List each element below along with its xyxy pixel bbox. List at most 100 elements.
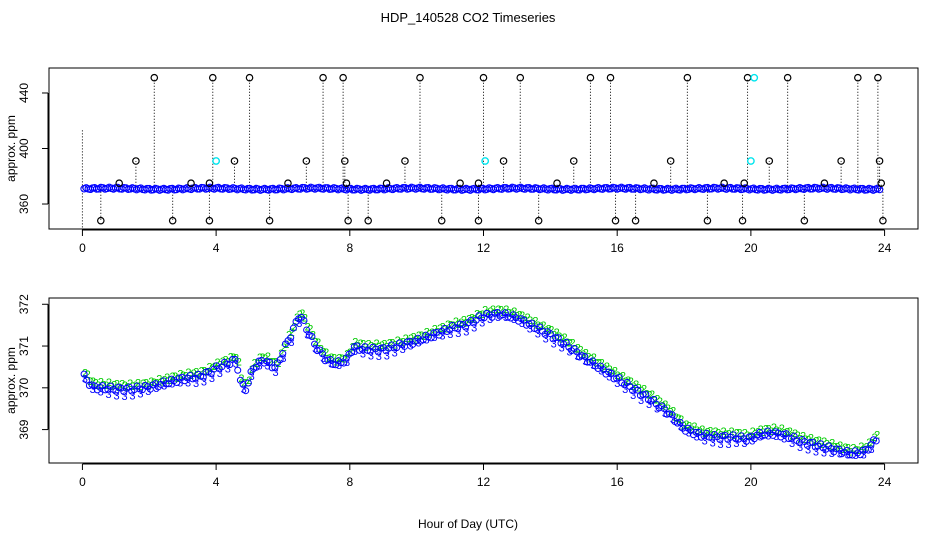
series-2-marker: 2 xyxy=(654,394,660,406)
series-2-marker: 2 xyxy=(318,343,324,355)
series-2-marker: 2 xyxy=(662,399,668,411)
low-outlier-point xyxy=(344,216,352,225)
series-2-marker: 2 xyxy=(636,382,642,394)
series-3-point xyxy=(642,390,650,398)
near-outlier-point xyxy=(720,179,728,187)
high-outlier-point xyxy=(586,73,595,82)
series-2-marker: 2 xyxy=(646,389,652,401)
series-3-point xyxy=(234,366,242,374)
near-outlier-point xyxy=(650,179,658,187)
series-2-marker: 2 xyxy=(315,337,321,349)
high-outlier-point xyxy=(874,73,882,82)
series-3-marker: 3 xyxy=(121,391,127,403)
series-2-marker: 2 xyxy=(556,331,562,343)
series-3-marker: 3 xyxy=(90,384,96,396)
series-2-marker: 2 xyxy=(657,396,663,408)
series-2-marker: 2 xyxy=(209,363,215,375)
x-tick-label: 4 xyxy=(213,475,220,489)
high-outlier-point xyxy=(245,73,254,82)
series-2-marker: 2 xyxy=(564,337,570,349)
series-2-marker: 2 xyxy=(734,428,740,440)
series-2-marker: 2 xyxy=(448,320,454,332)
series-3-marker: 3 xyxy=(264,361,270,373)
series-2-marker: 2 xyxy=(474,309,480,321)
series-3-marker: 3 xyxy=(312,343,318,355)
series-2-marker: 2 xyxy=(384,342,390,354)
x-tick-label: 4 xyxy=(213,241,220,255)
series-3-marker: 3 xyxy=(463,326,469,338)
low-outlier-point xyxy=(205,216,214,225)
series-3-marker: 3 xyxy=(590,360,596,372)
series-3-point xyxy=(615,373,623,381)
series-2-marker: 2 xyxy=(540,320,546,332)
series-3-marker: 3 xyxy=(304,329,310,341)
series-2-marker: 2 xyxy=(694,425,700,437)
series-3-point xyxy=(287,334,295,342)
series-3-point xyxy=(101,386,109,394)
series-2-marker: 2 xyxy=(628,376,634,388)
series-2-marker: 2 xyxy=(832,441,838,453)
series-2-marker: 2 xyxy=(781,427,787,439)
series-2-marker: 2 xyxy=(872,432,878,444)
series-2-marker: 2 xyxy=(458,317,464,329)
series-3-point xyxy=(456,320,464,328)
series-2-marker: 2 xyxy=(683,419,689,431)
series-3-marker: 3 xyxy=(288,337,294,349)
series-3-point xyxy=(846,451,854,459)
series-3-marker: 3 xyxy=(233,359,239,371)
series-2-marker: 2 xyxy=(509,308,515,320)
mid-outlier-point xyxy=(132,157,140,165)
series-3-marker: 3 xyxy=(773,431,779,443)
mid-outlier-point xyxy=(401,157,409,165)
series-2-marker: 2 xyxy=(776,426,782,438)
series-2-marker: 2 xyxy=(313,336,319,348)
series-2-marker: 2 xyxy=(768,426,774,438)
low-outlier-point xyxy=(611,216,620,225)
series-3-point xyxy=(390,344,398,352)
series-2-marker: 2 xyxy=(625,375,631,387)
series-2-marker: 2 xyxy=(834,441,840,453)
series-3-point xyxy=(732,435,740,443)
low-outlier-point xyxy=(168,216,177,225)
series-3-point xyxy=(324,356,332,364)
y-tick-label: 371 xyxy=(17,336,31,356)
series-3-point xyxy=(313,347,321,355)
series-2-marker: 2 xyxy=(723,429,729,441)
series-3-marker: 3 xyxy=(503,312,509,324)
series-3-marker: 3 xyxy=(543,334,549,346)
series-2-marker: 2 xyxy=(649,389,655,401)
series-2-marker: 2 xyxy=(360,339,366,351)
series-2-marker: 2 xyxy=(400,336,406,348)
plot-frame xyxy=(48,67,919,230)
series-2-marker: 2 xyxy=(85,369,91,381)
y-tick-label: 400 xyxy=(17,138,31,158)
series-2-marker: 2 xyxy=(334,357,340,369)
series-2-marker: 2 xyxy=(159,376,165,388)
series-2-marker: 2 xyxy=(413,334,419,346)
series-2-marker: 2 xyxy=(270,357,276,369)
low-outlier-point xyxy=(437,216,446,225)
high-outlier-point xyxy=(416,73,424,82)
series-3-marker: 3 xyxy=(98,387,104,399)
series-2-marker: 2 xyxy=(116,382,122,394)
series-2-marker: 2 xyxy=(201,365,207,377)
series-2-marker: 2 xyxy=(236,356,242,368)
series-2-marker: 2 xyxy=(808,432,814,444)
y-axis-label: approx. ppm xyxy=(4,115,18,182)
series-2-marker: 2 xyxy=(355,341,361,353)
series-2-marker: 2 xyxy=(641,384,647,396)
series-2-marker: 2 xyxy=(233,353,239,365)
near-outlier-point xyxy=(342,179,351,187)
series-3-marker: 3 xyxy=(638,395,644,407)
series-2-marker: 2 xyxy=(154,378,160,390)
series-3-marker: 3 xyxy=(837,449,843,461)
series-3-point xyxy=(639,391,647,399)
x-tick-label: 0 xyxy=(79,475,86,489)
series-2-marker: 2 xyxy=(278,348,284,360)
series-2-marker: 2 xyxy=(342,353,348,365)
series-3-point xyxy=(228,355,236,363)
low-outlier-point xyxy=(703,216,712,225)
mid-outlier-point xyxy=(230,157,239,165)
series-2-marker: 2 xyxy=(644,389,650,401)
series-2-marker: 2 xyxy=(445,319,451,331)
